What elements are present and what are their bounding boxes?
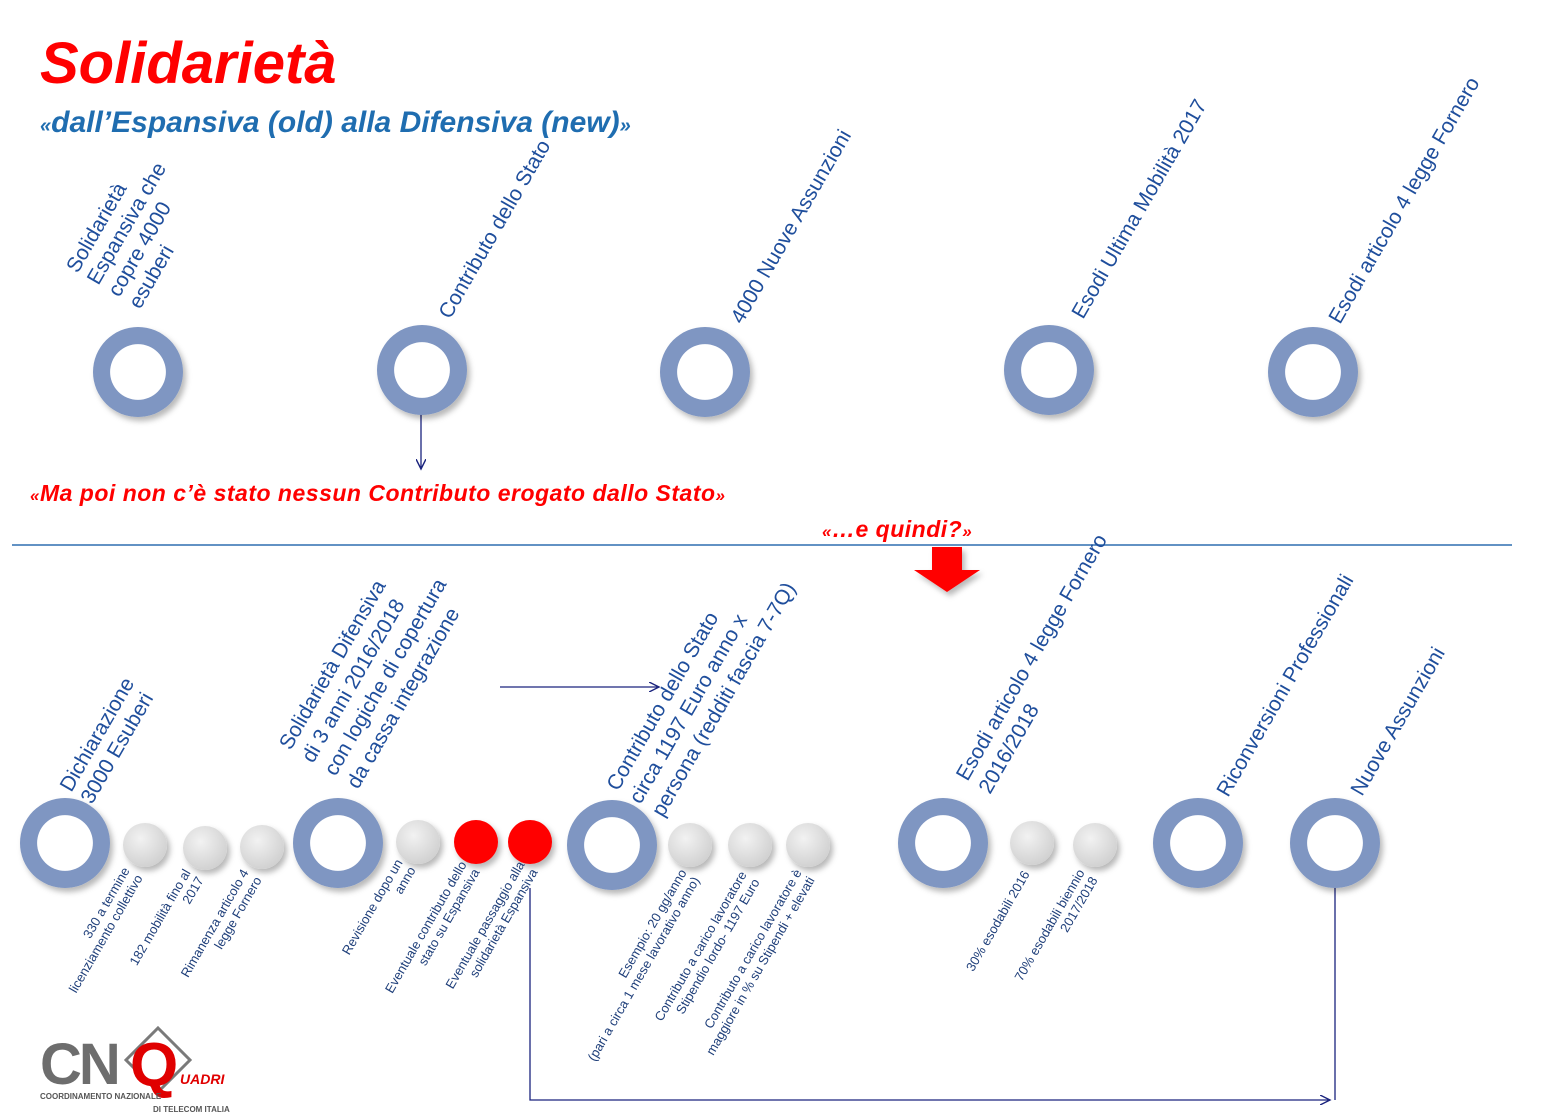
quote-followup: «…e quindi?» xyxy=(822,516,972,543)
page-subtitle: «dall’Espansiva (old) alla Difensiva (ne… xyxy=(40,106,631,140)
subtitle-open-quote: « xyxy=(40,115,52,137)
gray-step-dot xyxy=(1073,823,1117,867)
top-milestone-label: SolidarietàEspansiva checopre 4000esuber… xyxy=(62,147,213,313)
quote-main: «Ma poi non c’è stato nessun Contributo … xyxy=(30,480,726,507)
timeline-labels: SolidarietàEspansiva checopre 4000esuber… xyxy=(56,73,1485,1063)
gray-step-dot xyxy=(1010,821,1054,865)
gray-step-dot xyxy=(123,823,167,867)
top-milestone-ring xyxy=(660,327,750,417)
quote-followup-close: » xyxy=(962,522,973,541)
timeline-shapes xyxy=(20,325,1380,890)
gray-step-dot xyxy=(240,825,284,869)
page-title: Solidarietà xyxy=(40,31,337,96)
red-step-dot xyxy=(508,820,552,864)
bottom-milestone-label-line: Nuove Assunzioni xyxy=(1346,643,1449,799)
bottom-milestone-ring xyxy=(293,798,383,888)
logo-cn: CN xyxy=(40,1032,118,1097)
top-milestone-ring xyxy=(1004,325,1094,415)
bottom-milestone-ring xyxy=(567,800,657,890)
arrow-passaggio-loop xyxy=(529,888,1330,1100)
top-milestone-label: Esodi Ultima Mobilità 2017 xyxy=(1067,96,1211,323)
top-milestone-label: Esodi articolo 4 legge Fornero xyxy=(1324,73,1484,327)
top-milestone-ring xyxy=(93,327,183,417)
bottom-milestone-ring xyxy=(1153,798,1243,888)
top-milestone-label-line: 4000 Nuove Assunzioni xyxy=(726,126,856,328)
bottom-milestone-ring xyxy=(898,798,988,888)
quote-followup-open: « xyxy=(822,522,832,541)
top-milestone-label: Contributo dello Stato xyxy=(434,136,555,322)
bottom-milestone-label: Dichiarazione3000 Esuberi xyxy=(56,674,160,808)
down-arrow-icon xyxy=(914,547,980,592)
subtitle-text: dall’Espansiva (old) alla Difensiva (new… xyxy=(51,106,620,139)
red-step-dot xyxy=(454,820,498,864)
quote-main-close: » xyxy=(715,486,726,505)
bottom-milestone-label-line: Riconversioni Professionali xyxy=(1212,571,1358,801)
gray-step-dot xyxy=(728,823,772,867)
top-milestone-label-line: Esodi articolo 4 legge Fornero xyxy=(1324,73,1484,327)
bottom-milestone-ring xyxy=(1290,798,1380,888)
gray-step-dot xyxy=(668,823,712,867)
cnq-logo: CN Q UADRI COORDINAMENTO NAZIONALE DI TE… xyxy=(40,1026,230,1114)
top-milestone-ring xyxy=(377,325,467,415)
top-milestone-label-line: Esodi Ultima Mobilità 2017 xyxy=(1067,96,1211,323)
subtitle-close-quote: » xyxy=(619,115,631,137)
logo-q: Q xyxy=(130,1031,178,1100)
bottom-milestone-label: Riconversioni Professionali xyxy=(1212,571,1358,801)
logo-line2: DI TELECOM ITALIA xyxy=(153,1105,230,1114)
bottom-milestone-ring xyxy=(20,798,110,888)
gray-step-dot xyxy=(396,820,440,864)
logo-diamond xyxy=(123,1026,193,1095)
logo-uadri: UADRI xyxy=(180,1071,225,1087)
gray-step-dot xyxy=(786,823,830,867)
top-milestone-label-line: Contributo dello Stato xyxy=(434,136,555,322)
logo-line1: COORDINAMENTO NAZIONALE xyxy=(40,1092,162,1101)
bottom-milestone-label: Solidarietà Difensivadi 3 anni 2016/2018… xyxy=(275,549,474,793)
bottom-milestone-label-line: Esodi articolo 4 legge Fornero xyxy=(952,530,1112,784)
gray-step-dot xyxy=(183,826,227,870)
bottom-milestone-label: Nuove Assunzioni xyxy=(1346,643,1449,799)
quote-main-text: Ma poi non c’è stato nessun Contributo e… xyxy=(39,480,716,506)
quote-followup-text: …e quindi? xyxy=(831,516,963,542)
top-milestone-ring xyxy=(1268,327,1358,417)
top-milestone-label: 4000 Nuove Assunzioni xyxy=(726,126,856,328)
quote-main-open: « xyxy=(30,486,40,505)
